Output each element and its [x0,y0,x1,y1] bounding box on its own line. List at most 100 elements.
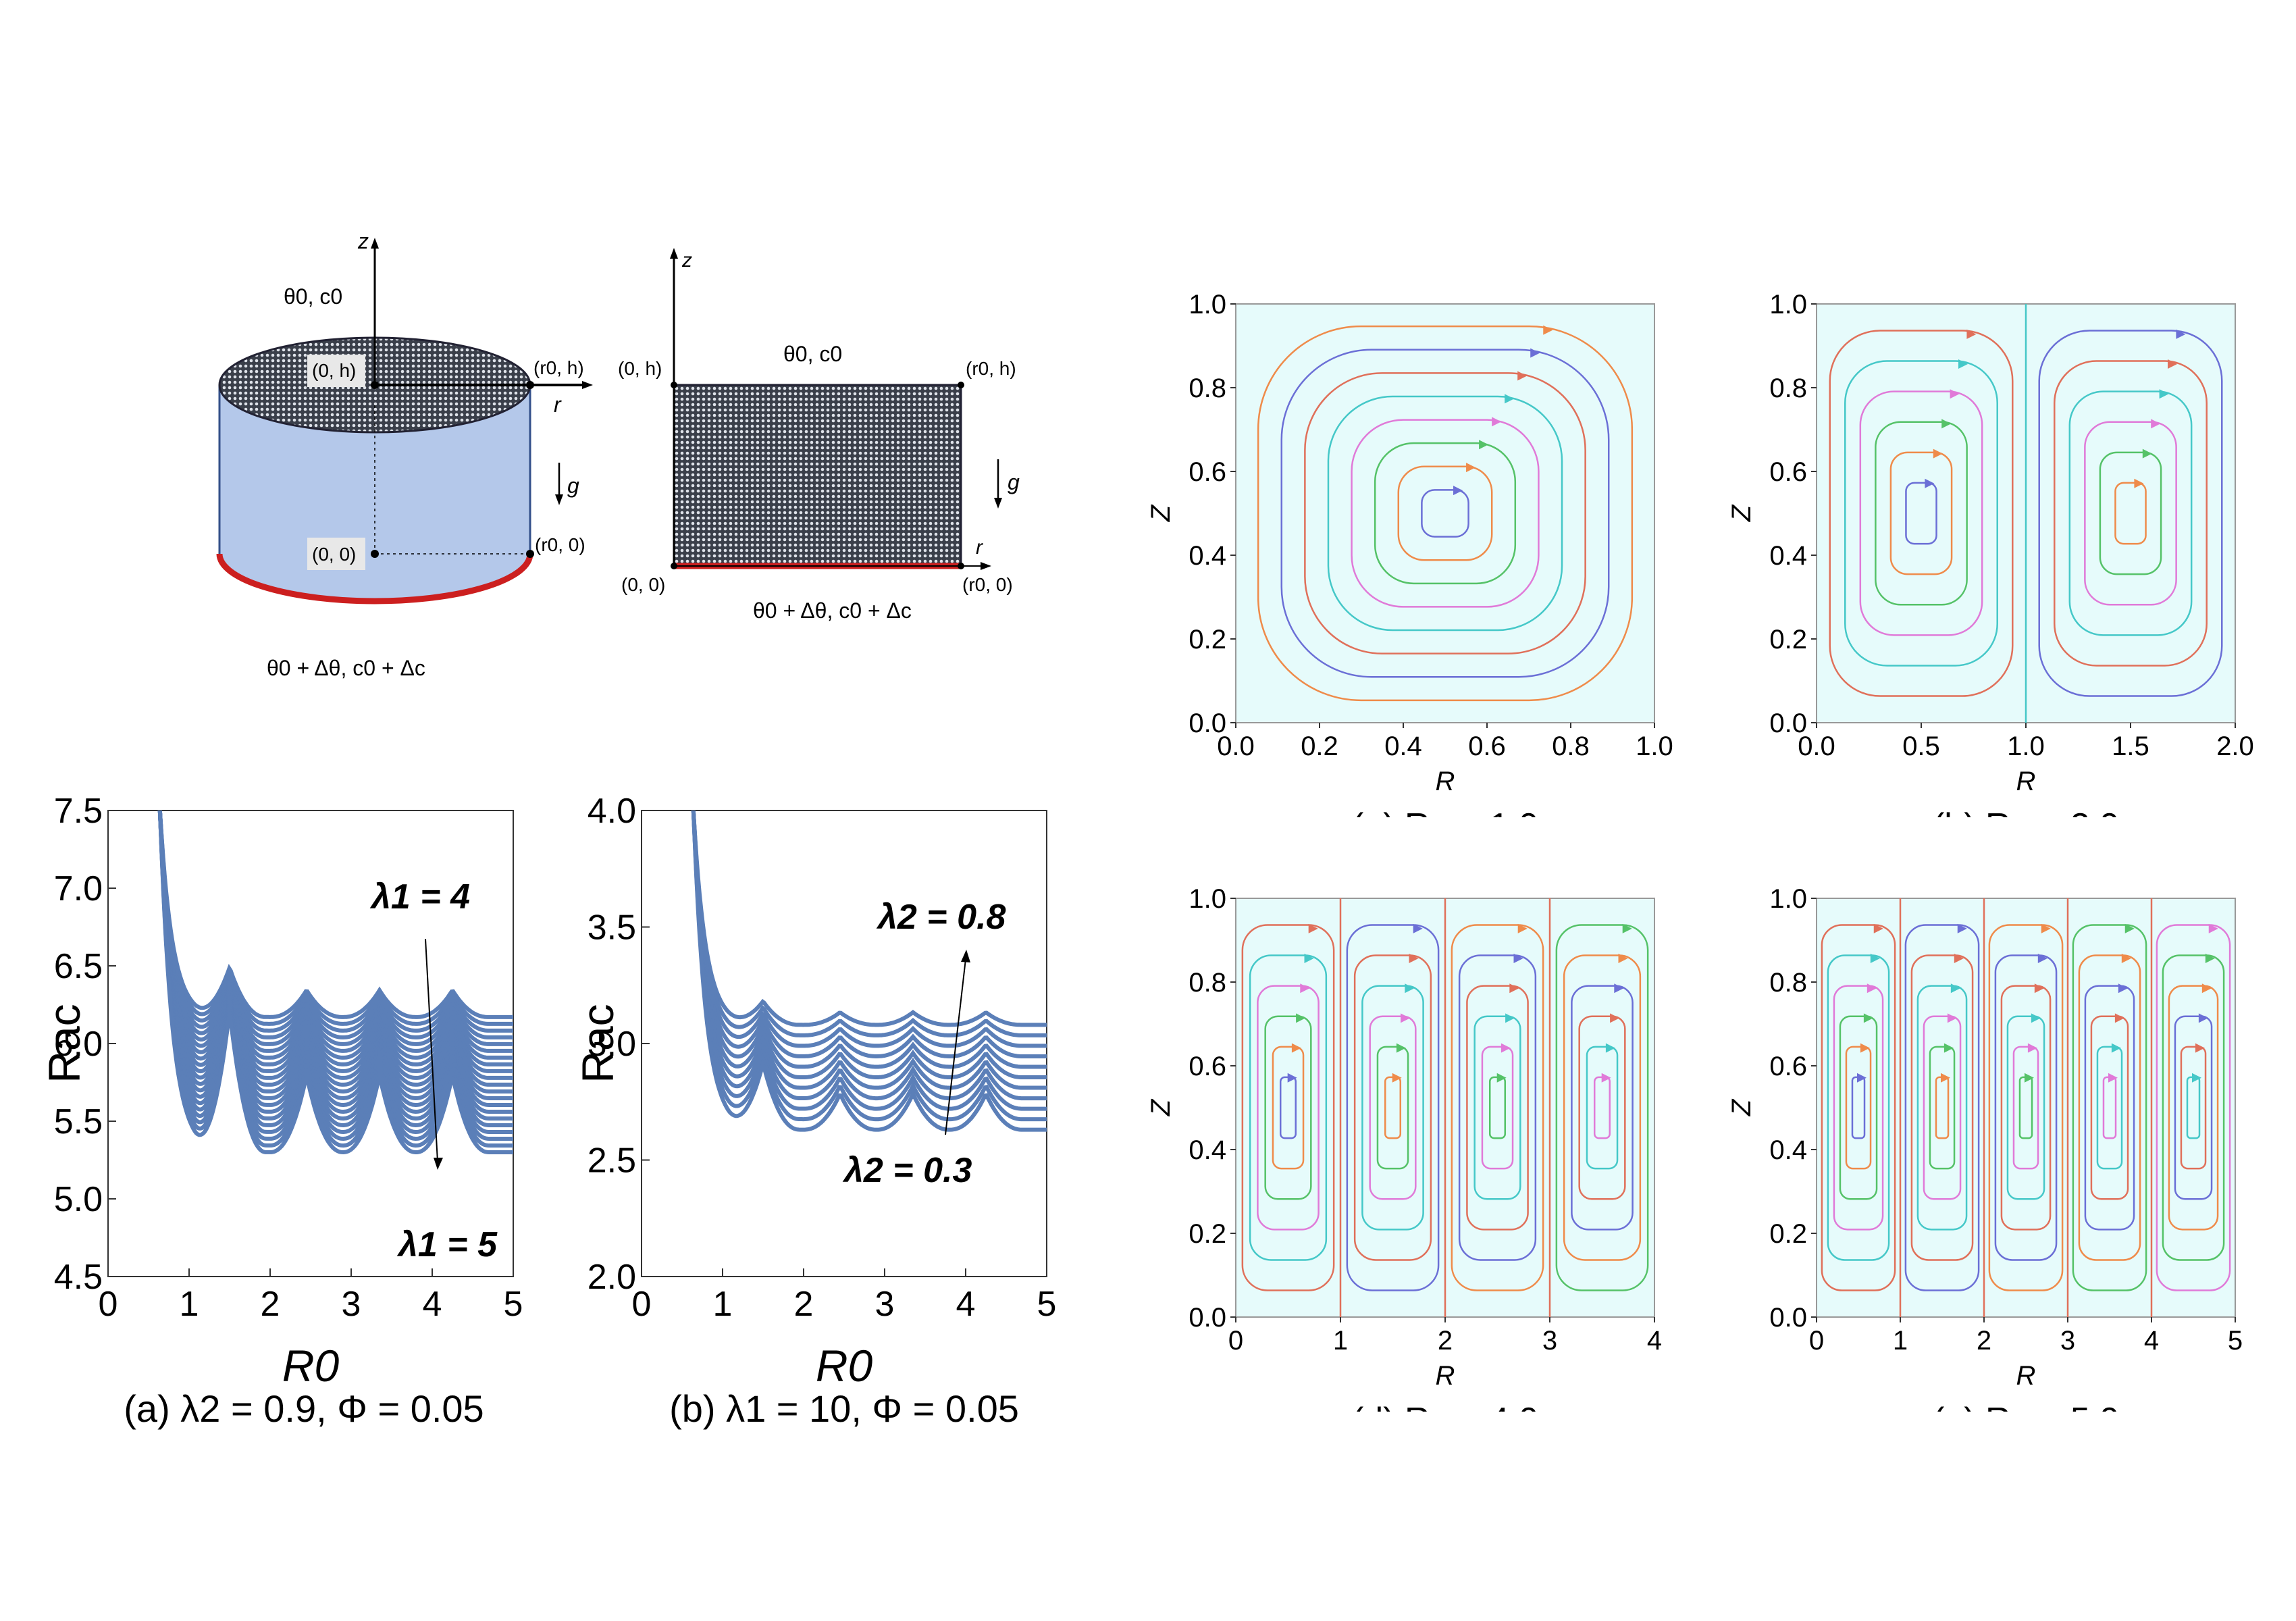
x-tick-label: 0.0 [1217,731,1255,761]
x-tick-label: 1.0 [2007,731,2045,761]
flow-arrow [1466,463,1476,473]
streamline [1859,390,1983,636]
flow-arrow [1873,923,1883,933]
streamline [1421,489,1469,538]
y-tick-label: 0.4 [1769,541,1807,571]
streamline [1346,924,1440,1291]
y-axis-label: Z [1146,504,1176,522]
stream-chart-b: 0.0 0.5 1.0 1.5 2.0 0.0 0.2 0.4 0.6 0.8 1.0 R Z (b) R… [1727,290,2254,817]
flow-arrow [1958,359,1968,369]
y-tick-label: 1.0 [1189,884,1226,914]
annotation-bottom: λ1 = 5 [396,1225,498,1264]
y-tick-label: 0.4 [1769,1135,1807,1165]
x-tick-label: 4 [1647,1326,1662,1356]
streamline [2114,482,2147,545]
flow-arrow [1950,983,1960,994]
x-axis-label: R [1436,767,1455,796]
flow-arrow [1304,954,1314,964]
band-curve [157,810,513,1060]
caption: (b) Ro = 2.0 [1933,806,2119,817]
flow-arrow [1530,348,1540,358]
streamline [1555,924,1649,1291]
x-tick-label: 1.0 [1636,731,1673,761]
cyl-axis-z: z [357,229,369,253]
caption: (d) Ro = 4.0 [1352,1401,1538,1412]
y-tick-label: 0.6 [1189,457,1226,487]
y-axis-label: Z [1146,1098,1176,1116]
flow-arrow [1287,1073,1297,1083]
streamline [1910,954,1974,1261]
streamline [1351,419,1540,608]
streamline [1839,1015,1878,1200]
x-tick-label: 2.0 [2216,731,2254,761]
streamline [1241,924,1335,1291]
flow-arrow [2168,359,2177,369]
streamline [2090,1015,2129,1200]
curve-band [691,810,1047,1132]
flow-arrow [1505,1013,1515,1023]
band-curve [157,810,513,1073]
flow-arrow [1496,1073,1507,1083]
flow-arrow [1291,1043,1301,1053]
flow-arrow [1950,389,1960,399]
streamline [1821,924,1896,1291]
x-tick-label: 3 [2060,1326,2075,1356]
y-axis-label: Z [1727,504,1756,522]
x-tick-label: 5 [2228,1326,2243,1356]
caption: (a) λ2 = 0.9, Φ = 0.05 [124,1387,484,1430]
y-tick-label: 7.5 [54,792,103,831]
y-tick-label: 5.5 [54,1102,103,1141]
x-tick-label: 2 [261,1285,280,1324]
streamline [1563,954,1642,1261]
y-tick-label: 3.5 [588,908,636,948]
sec-pt-top-left: (0, h) [618,358,662,379]
streamline [2038,330,2223,697]
x-tick-label: 1 [713,1285,733,1324]
flow-arrow [2195,1043,2205,1053]
streamline [1249,954,1328,1261]
sec-top-condition: θ0, c0 [783,342,842,366]
x-tick-label: 2 [1438,1326,1453,1356]
x-tick-label: 5 [1037,1285,1057,1324]
streamline [1481,1046,1514,1170]
streamline [2168,985,2219,1231]
annotation-bottom: λ2 = 0.3 [842,1151,972,1190]
y-tick-label: 3.0 [588,1025,636,1064]
flow-arrow [2142,448,2152,459]
flow-arrow [1867,983,1877,994]
flow-arrow [1501,1043,1511,1053]
streamline [1397,465,1493,561]
band-curve [691,810,1047,1122]
plot-frame [1816,898,2236,1318]
streamline [2012,1046,2039,1170]
x-axis-label: R [1436,1361,1455,1391]
cyl-pt-bottom-edge: (r0, 0) [535,534,585,555]
flow-arrow [1300,983,1310,994]
flow-arrow [1940,1073,1950,1083]
sec-pt-bottom-right: (r0, 0) [962,574,1013,595]
flow-arrow [2037,954,2047,964]
y-tick-label: 6.5 [54,947,103,986]
flow-arrow [1860,1043,1870,1053]
y-tick-label: 0.4 [1189,541,1226,571]
rac-chart-a: 0 1 2 3 4 5 4.5 5.0 5.5 6.0 6.5 7.0 7.5 Rac R0 λ1 = 4 λ1… [47,792,523,1430]
streamline [1353,954,1432,1261]
sec-pt-bottom-left: (0, 0) [621,574,665,595]
y-tick-label: 0.8 [1769,968,1807,998]
flow-arrow [2159,389,2169,399]
band-curve [691,810,1047,1037]
flow-arrow [2205,954,2215,964]
flow-arrow [1601,1073,1611,1083]
flow-arrow [1505,394,1515,404]
cyl-top-condition: θ0, c0 [284,284,342,309]
sec-gravity: g [1008,470,1020,494]
annotation-top: λ1 = 4 [369,877,470,917]
flow-arrow [1308,923,1318,933]
y-tick-label: 0.0 [1189,709,1226,738]
flow-arrow [1966,329,1977,339]
band-curve [691,810,1047,1027]
x-tick-label: 4 [423,1285,442,1324]
flow-arrow [2034,983,2044,994]
y-tick-label: 0.8 [1189,374,1226,403]
streamline [2096,1046,2123,1170]
